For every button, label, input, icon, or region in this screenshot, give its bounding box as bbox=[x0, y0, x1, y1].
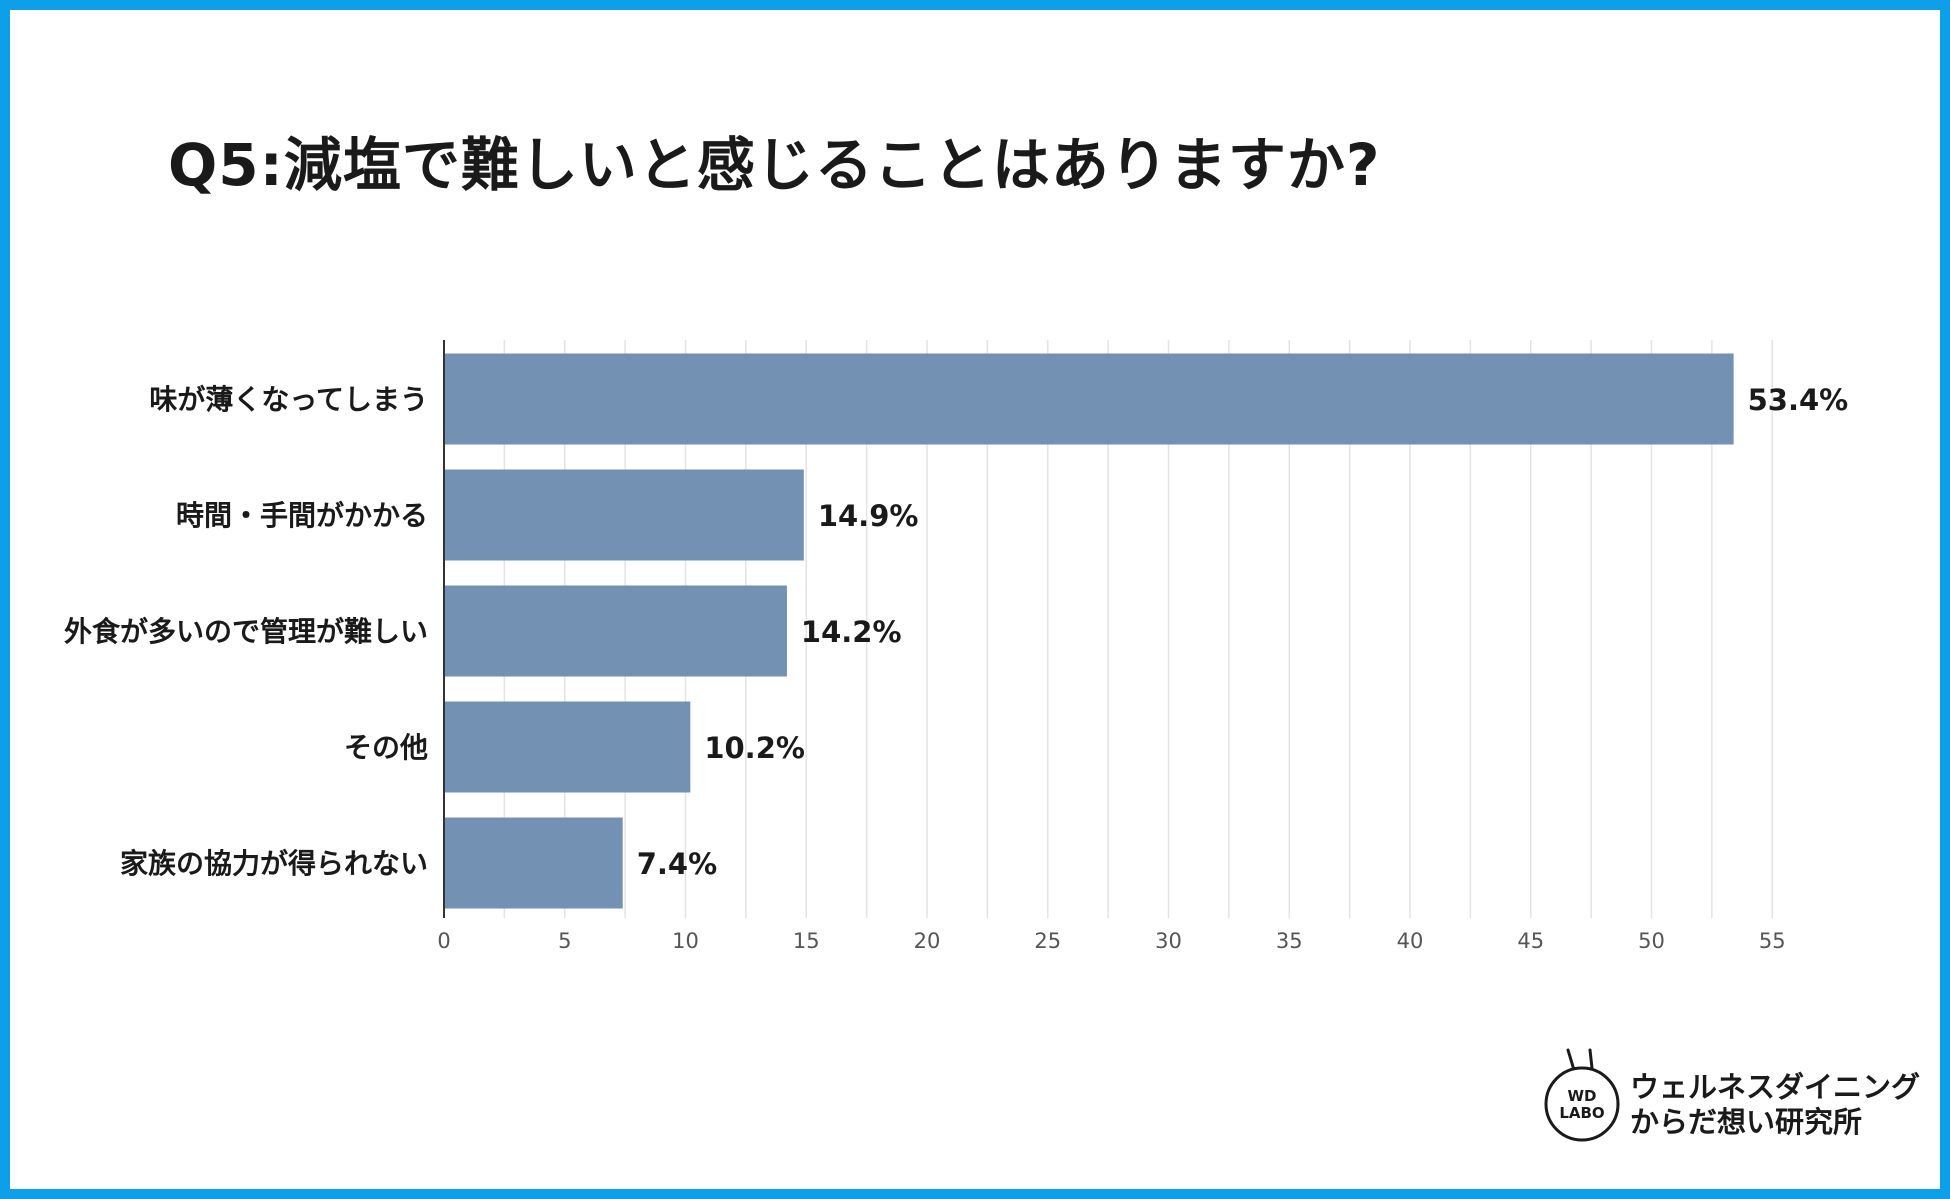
category-label: 外食が多いので管理が難しい bbox=[64, 615, 428, 648]
bar bbox=[445, 469, 804, 561]
x-tick-label: 10 bbox=[672, 929, 699, 953]
category-label: 味が薄くなってしまう bbox=[149, 383, 428, 416]
logo-text-labo: LABO bbox=[1559, 1104, 1604, 1122]
x-tick-label: 50 bbox=[1638, 929, 1665, 953]
brand-name-line1: ウェルネスダイニング bbox=[1630, 1070, 1921, 1104]
x-tick-label: 45 bbox=[1517, 929, 1544, 953]
bar bbox=[445, 353, 1734, 445]
x-tick-label: 55 bbox=[1759, 929, 1786, 953]
x-tick-label: 0 bbox=[437, 929, 450, 953]
brand-name: ウェルネスダイニング からだ想い研究所 bbox=[1630, 1070, 1920, 1140]
value-label: 14.9% bbox=[818, 499, 919, 533]
category-label: その他 bbox=[344, 731, 428, 764]
x-tick-label: 5 bbox=[558, 929, 571, 953]
chart-title: Q5:減塩で難しいと感じることはありますか? bbox=[168, 131, 1381, 199]
bar bbox=[445, 585, 787, 677]
bar bbox=[445, 817, 623, 909]
category-label: 時間・手間がかかる bbox=[176, 499, 428, 532]
wd-labo-logo: WD LABO bbox=[1544, 1048, 1620, 1142]
value-label: 14.2% bbox=[801, 615, 902, 649]
bar bbox=[445, 701, 691, 793]
logo-text-wd: WD bbox=[1568, 1087, 1597, 1105]
category-label: 家族の協力が得られない bbox=[120, 847, 428, 880]
x-tick-label: 30 bbox=[1155, 929, 1182, 953]
x-tick-label: 35 bbox=[1276, 929, 1303, 953]
x-tick-label: 25 bbox=[1034, 929, 1061, 953]
x-tick-label: 20 bbox=[914, 929, 941, 953]
brand-name-line2: からだ想い研究所 bbox=[1630, 1105, 1863, 1139]
value-label: 53.4% bbox=[1748, 383, 1849, 417]
x-tick-label: 40 bbox=[1397, 929, 1424, 953]
x-tick-label: 15 bbox=[793, 929, 820, 953]
value-label: 7.4% bbox=[637, 847, 717, 881]
value-label: 10.2% bbox=[704, 731, 805, 765]
